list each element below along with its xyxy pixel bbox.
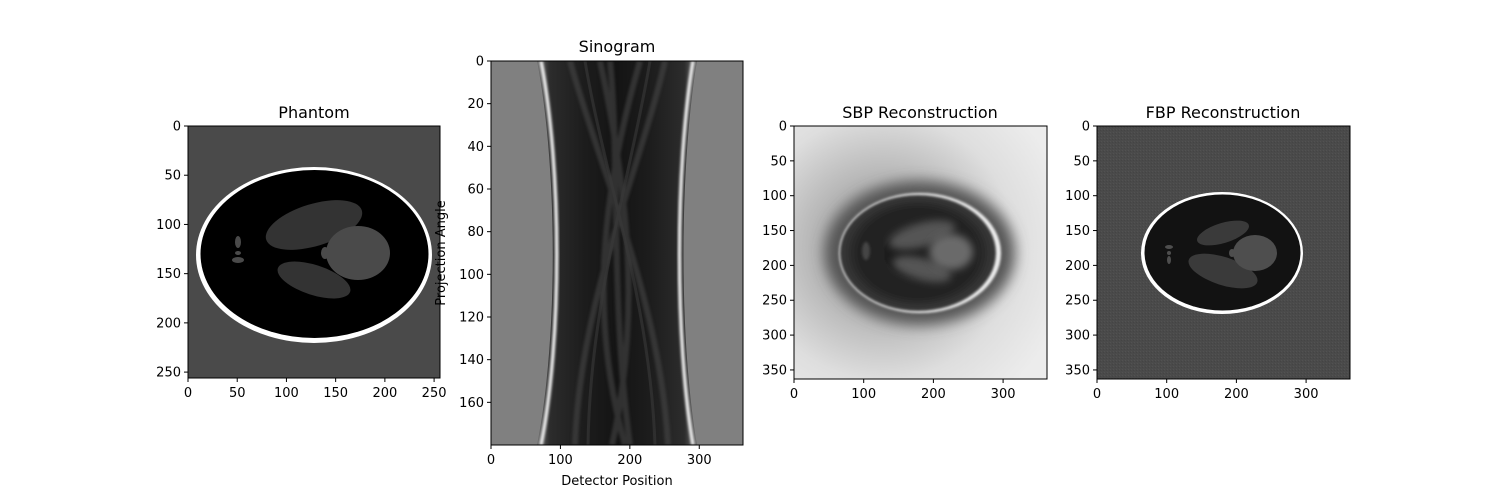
fbp-ytick-label: 50 xyxy=(1073,154,1090,169)
sinogram-left-edge xyxy=(539,61,559,445)
phantom-xtick-label: 50 xyxy=(229,386,246,401)
sinogram-xtick-label: 200 xyxy=(617,453,642,468)
panel-fbp: FBP Reconstruction xyxy=(1096,103,1351,380)
sinogram-ytick-label: 140 xyxy=(459,353,484,368)
phantom-ytick-label: 200 xyxy=(156,316,181,331)
sinogram-frame xyxy=(490,60,744,446)
sinogram-ytick-label: 80 xyxy=(467,225,484,240)
sbp-xtick-label: 200 xyxy=(921,387,946,402)
fbp-xtick-label: 300 xyxy=(1294,387,1319,402)
phantom-dot-1 xyxy=(235,236,241,248)
sinogram-xtick-label: 300 xyxy=(687,453,712,468)
sbp-image xyxy=(794,126,1047,379)
fbp-title: FBP Reconstruction xyxy=(1146,103,1301,122)
sbp-ytick-label: 250 xyxy=(762,294,787,309)
fbp-ytick-label: 300 xyxy=(1065,329,1090,344)
fbp-ellipse-lower xyxy=(1188,253,1258,289)
fbp-image xyxy=(1097,126,1350,379)
sinogram-right-edge xyxy=(677,61,695,445)
panel-sbp: SBP Reconstruction xyxy=(793,103,1048,380)
phantom-ytick-label: 150 xyxy=(156,267,181,282)
phantom-xtick-label: 0 xyxy=(184,386,192,401)
phantom-ytick-label: 100 xyxy=(156,218,181,233)
phantom-brain xyxy=(200,170,429,338)
sbp-ytick-label: 150 xyxy=(762,224,787,239)
fbp-ytick-label: 350 xyxy=(1065,363,1090,378)
fbp-ellipse-upper xyxy=(1197,220,1249,246)
sbp-ytick-label: 300 xyxy=(762,329,787,344)
sbp-ytick-label: 200 xyxy=(762,259,787,274)
phantom-ytick-label: 50 xyxy=(164,169,181,184)
phantom-xtick-label: 250 xyxy=(422,386,447,401)
fbp-xtick-label: 0 xyxy=(1093,387,1101,402)
phantom-ytick-label: 0 xyxy=(173,120,181,135)
fbp-brain xyxy=(1144,194,1301,311)
sinogram-ytick-label: 160 xyxy=(459,396,484,411)
sbp-object xyxy=(840,195,996,311)
phantom-circle xyxy=(326,226,390,280)
sinogram-ytick-label: 120 xyxy=(459,311,484,326)
fbp-circle xyxy=(1233,235,1277,271)
phantom-xtick-label: 150 xyxy=(323,386,348,401)
fbp-ytick-label: 100 xyxy=(1065,189,1090,204)
phantom-dot-3 xyxy=(232,257,244,263)
sbp-ytick-label: 100 xyxy=(762,189,787,204)
sinogram-ytick-label: 40 xyxy=(467,140,484,155)
phantom-small-spot xyxy=(321,247,329,259)
fbp-ytick-label: 150 xyxy=(1065,224,1090,239)
sinogram-ytick-label: 60 xyxy=(467,183,484,198)
phantom-image xyxy=(188,126,440,378)
phantom-title: Phantom xyxy=(278,103,349,122)
sinogram-ytick-label: 0 xyxy=(476,55,484,70)
phantom-dot-2 xyxy=(235,251,241,255)
sinogram-title: Sinogram xyxy=(579,37,656,56)
fbp-frame xyxy=(1096,125,1351,380)
sbp-xtick-label: 100 xyxy=(851,387,876,402)
panel-sinogram: Sinogram Detector Position Projection An… xyxy=(434,37,744,489)
fbp-xtick-label: 100 xyxy=(1154,387,1179,402)
phantom-frame xyxy=(187,125,441,379)
sinogram-xtick-label: 100 xyxy=(548,453,573,468)
sbp-ytick-label: 50 xyxy=(770,154,787,169)
sbp-ytick-label: 0 xyxy=(779,120,787,135)
fbp-ytick-label: 250 xyxy=(1065,294,1090,309)
sinogram-xlabel: Detector Position xyxy=(561,474,672,489)
sbp-xtick-label: 0 xyxy=(790,387,798,402)
sinogram-image xyxy=(491,61,743,445)
phantom-xtick-label: 200 xyxy=(372,386,397,401)
sbp-xtick-label: 300 xyxy=(991,387,1016,402)
sinogram-ytick-label: 100 xyxy=(459,268,484,283)
sinogram-ytick-label: 20 xyxy=(467,97,484,112)
sbp-title: SBP Reconstruction xyxy=(842,103,998,122)
sbp-frame xyxy=(793,125,1048,380)
phantom-xtick-label: 100 xyxy=(274,386,299,401)
phantom-ellipse-lower xyxy=(277,261,351,299)
panel-phantom: Phantom xyxy=(187,103,441,379)
sbp-ytick-label: 350 xyxy=(762,363,787,378)
phantom-ytick-label: 250 xyxy=(156,366,181,381)
sinogram-xtick-label: 0 xyxy=(487,453,495,468)
sinogram-ylabel: Projection Angle xyxy=(434,200,449,305)
fbp-xtick-label: 200 xyxy=(1224,387,1249,402)
fbp-ytick-label: 0 xyxy=(1082,120,1090,135)
fbp-ytick-label: 200 xyxy=(1065,259,1090,274)
